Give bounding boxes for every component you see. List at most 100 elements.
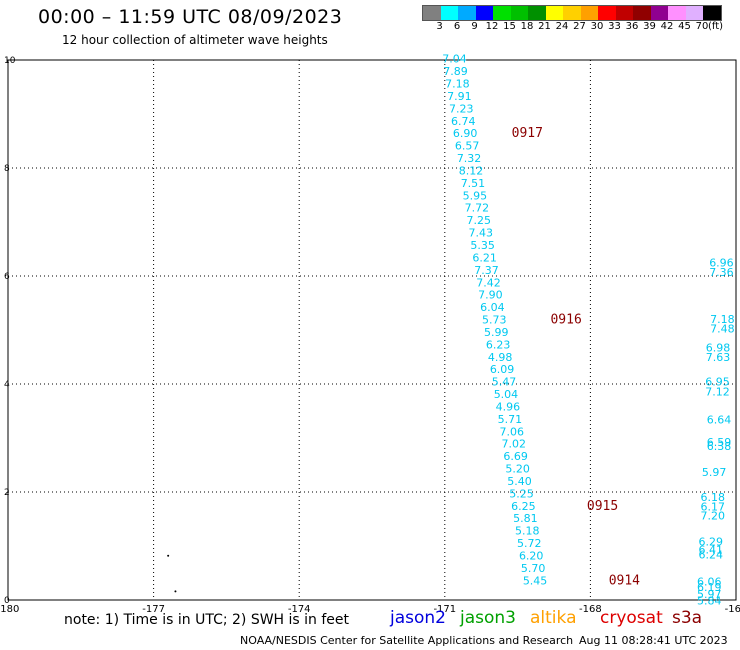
swh-value-label: 7.25	[467, 214, 492, 227]
data-dot	[167, 554, 170, 557]
swh-value-label: 7.51	[461, 177, 486, 190]
swh-value-label: 7.72	[465, 202, 490, 215]
legend-label: 33	[608, 21, 621, 32]
units-note: note: 1) Time is in UTC; 2) SWH is in fe…	[64, 612, 350, 628]
x-tick-label: -171	[433, 604, 456, 615]
swh-value-label: 5.97	[702, 466, 727, 479]
swh-value-label: 6.24	[699, 548, 724, 561]
swh-value-label: 6.25	[511, 500, 536, 513]
swh-value-label: 5.40	[507, 475, 532, 488]
legend-swatch	[458, 6, 476, 20]
legend-label: 24	[555, 21, 569, 32]
legend-swatch	[510, 6, 528, 20]
footer-timestamp: Aug 11 08:28:41 UTC 2023	[579, 634, 728, 647]
legend-swatch	[493, 6, 511, 20]
swh-value-label: 7.18	[710, 313, 735, 326]
x-tick-label: -174	[288, 604, 311, 615]
legend-label: 12	[485, 21, 499, 32]
swh-value-label: 6.09	[490, 363, 515, 376]
swh-value-label: 7.18	[445, 78, 470, 91]
y-tick-label: 10	[4, 56, 16, 66]
y-tick-label: 8	[4, 164, 10, 174]
legend-swatch	[563, 6, 581, 20]
footer-credit: NOAA/NESDIS Center for Satellite Applica…	[240, 634, 574, 647]
x-tick-label: -165	[725, 604, 740, 615]
plot-frame	[7, 59, 737, 601]
legend-swatch	[633, 6, 651, 20]
swh-value-label: 5.04	[494, 388, 519, 401]
y-tick-label: 6	[4, 272, 10, 282]
swh-value-label: 6.29	[699, 535, 724, 548]
swh-value-label: 7.42	[476, 276, 501, 289]
swh-value-label: 7.20	[700, 510, 725, 523]
swh-value-label: 8.12	[459, 164, 484, 177]
legend-label: 70	[695, 21, 709, 32]
swh-value-label: 5.45	[523, 574, 548, 587]
time-label: 0917	[512, 126, 543, 141]
satellite-cryosat: cryosat	[600, 608, 663, 628]
swh-value-label: 6.04	[480, 301, 505, 314]
swh-value-label: 7.37	[474, 264, 499, 277]
color-scale-legend	[422, 5, 722, 21]
legend-label: 36	[625, 21, 639, 32]
swh-value-label: 7.36	[709, 266, 734, 279]
y-tick-label: 0	[4, 596, 10, 606]
swh-value-label: 7.32	[457, 152, 482, 165]
swh-value-label: 6.21	[472, 251, 497, 264]
swh-value-label: 5.71	[498, 413, 523, 426]
swh-value-label: 5.73	[482, 314, 507, 327]
swh-value-label: 7.04	[442, 53, 467, 66]
legend-swatch	[580, 6, 598, 20]
swh-value-label: 5.99	[484, 326, 509, 339]
x-tick-label: -177	[142, 604, 165, 615]
swh-value-label: 6.59	[707, 436, 732, 449]
chart-title: 00:00 – 11:59 UTC 08/09/2023	[38, 6, 343, 28]
satellite-jason2: jason2	[390, 608, 446, 628]
swh-value-label: 6.18	[700, 491, 725, 504]
x-tick-label: -180	[0, 604, 19, 615]
legend-label: 3	[436, 21, 443, 32]
swh-value-label: 5.81	[513, 512, 538, 525]
swh-value-label: 6.57	[455, 140, 480, 153]
swh-value-label: 6.98	[706, 342, 731, 355]
swh-value-label: 6.20	[519, 550, 544, 563]
swh-value-label: 5.20	[505, 463, 530, 476]
swh-value-label: 7.91	[447, 90, 472, 103]
swh-value-label: 7.90	[478, 289, 503, 302]
legend-label: 9	[471, 21, 478, 32]
legend-swatch	[668, 6, 686, 20]
swh-value-label: 5.47	[492, 376, 517, 389]
legend-swatch	[440, 6, 458, 20]
satellite-altika: altika	[530, 608, 577, 628]
legend-label: 30	[590, 21, 604, 32]
swh-value-label: 5.25	[509, 487, 534, 500]
legend-label: 42	[660, 21, 674, 32]
legend-swatch	[545, 6, 563, 20]
swh-value-label: 5.35	[470, 239, 495, 252]
swh-value-label: 6.23	[486, 338, 511, 351]
swh-value-label: 5.18	[515, 525, 540, 538]
swh-value-label: 6.90	[453, 127, 478, 140]
legend-label: 21	[538, 21, 551, 32]
swh-value-label: 4.96	[496, 400, 521, 413]
data-dot	[174, 590, 177, 593]
legend-label: 15	[503, 21, 516, 32]
swh-value-label: 7.12	[705, 385, 730, 398]
swh-value-label: 7.63	[706, 351, 731, 364]
legend-swatch	[598, 6, 616, 20]
swh-value-label: 7.23	[449, 102, 474, 115]
legend-swatch	[615, 6, 633, 20]
chart-subtitle: 12 hour collection of altimeter wave hei…	[62, 33, 328, 47]
swh-value-label: 6.95	[705, 376, 730, 389]
swh-value-label: 7.48	[710, 323, 735, 336]
legend-label: 18	[520, 21, 534, 32]
swh-value-label: 6.19	[697, 581, 722, 594]
legend-swatch	[650, 6, 668, 20]
swh-value-label: 6.69	[503, 450, 528, 463]
swh-value-label: 5.95	[463, 189, 488, 202]
legend-swatch	[703, 6, 721, 20]
legend-swatch	[475, 6, 493, 20]
swh-value-label: 5.84	[697, 594, 722, 607]
swh-value-label: 6.64	[707, 413, 732, 426]
